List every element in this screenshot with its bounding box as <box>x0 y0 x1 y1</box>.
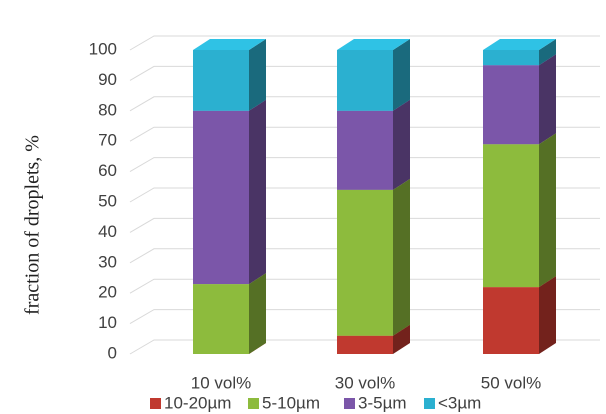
y-tick-label: 100 <box>89 39 117 58</box>
bar-top <box>193 39 266 50</box>
y-axis-label: fraction of droplets, % <box>22 135 44 315</box>
legend-swatch <box>150 398 161 409</box>
bar-top <box>337 39 410 50</box>
y-tick-label: 70 <box>98 131 117 150</box>
x-tick-label: 50 vol% <box>481 373 541 392</box>
y-tick-label: 20 <box>98 283 117 302</box>
bar-front <box>483 287 539 354</box>
grid-line <box>129 187 600 203</box>
bar-side <box>539 133 556 288</box>
x-tick-label: 10 vol% <box>191 373 251 392</box>
bar <box>193 99 266 285</box>
bar-side <box>393 39 410 111</box>
bar-front <box>483 144 539 288</box>
bar-front <box>337 189 393 336</box>
legend-label: 10-20µm <box>164 393 231 412</box>
legend-label: 5-10µm <box>262 393 320 412</box>
bar-side <box>539 54 556 145</box>
bar-side <box>393 324 410 354</box>
bar-front <box>193 284 249 354</box>
bar-front <box>193 50 249 111</box>
bar-side <box>539 276 556 354</box>
legend-label: 3-5µm <box>358 393 407 412</box>
bar-side <box>539 39 556 66</box>
bar <box>337 39 410 111</box>
x-tick-label: 30 vol% <box>335 373 395 392</box>
y-tick-label: 50 <box>98 191 117 210</box>
bar-side <box>249 273 266 354</box>
bar-side <box>249 39 266 111</box>
y-tick-label: 40 <box>98 222 117 241</box>
grid-line <box>129 96 600 112</box>
y-tick-label: 30 <box>98 252 117 271</box>
bar <box>483 133 556 288</box>
grid-line <box>129 248 600 264</box>
bar <box>193 273 266 354</box>
legend-swatch <box>248 398 259 409</box>
grid-line <box>129 35 600 51</box>
bar <box>483 54 556 145</box>
legend-label: <3µm <box>438 393 481 412</box>
bar-top <box>483 39 556 50</box>
grid-line <box>129 126 600 142</box>
y-tick-label: 0 <box>108 343 117 362</box>
y-tick-label: 80 <box>98 100 117 119</box>
grid-line <box>129 278 600 294</box>
grid-line <box>129 339 600 355</box>
bar <box>483 276 556 354</box>
bar-front <box>193 110 249 285</box>
legend-swatch <box>344 398 355 409</box>
grid-line <box>129 309 600 325</box>
grid-line <box>129 157 600 173</box>
y-tick-label: 60 <box>98 161 117 180</box>
bar-front <box>337 335 393 354</box>
bar-front <box>483 50 539 66</box>
y-tick-label: 90 <box>98 70 117 89</box>
grid-line <box>129 65 600 81</box>
bar-front <box>337 50 393 111</box>
bar <box>337 99 410 190</box>
bar-side <box>393 178 410 336</box>
y-tick-label: 10 <box>98 313 117 332</box>
bar <box>483 39 556 66</box>
bar-front <box>483 65 539 145</box>
grid-line <box>129 217 600 233</box>
bar <box>193 39 266 111</box>
bar <box>337 178 410 336</box>
legend-swatch <box>424 398 435 409</box>
bar-front <box>337 110 393 190</box>
bar-side <box>393 99 410 190</box>
bar-side <box>249 99 266 285</box>
